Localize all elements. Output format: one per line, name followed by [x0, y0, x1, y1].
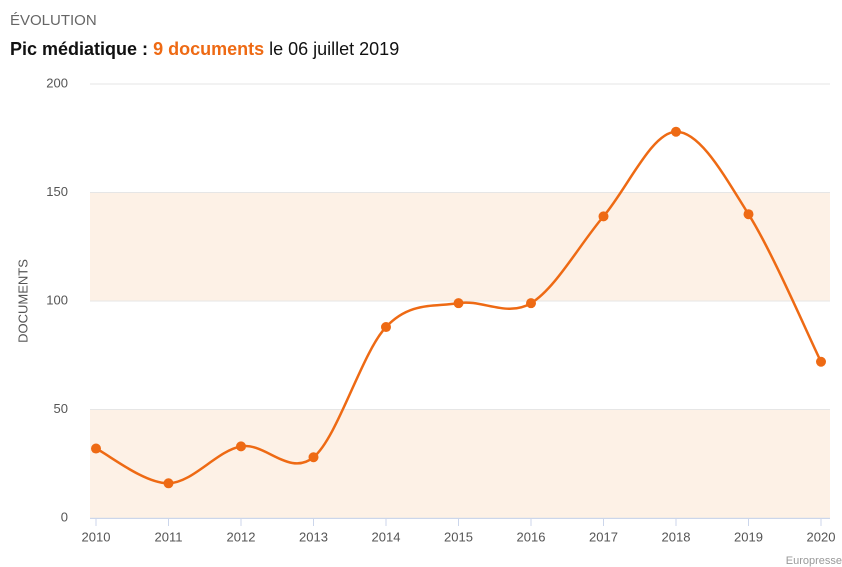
kicker: ÉVOLUTION [10, 12, 97, 29]
x-tick-label: 2010 [82, 529, 111, 544]
point [671, 126, 681, 137]
x-tick-label: 2019 [734, 529, 763, 544]
y-tick-label: 50 [54, 401, 68, 416]
line [95, 130, 823, 485]
x-tick-label: 2013 [299, 529, 328, 544]
subtitle-prefix: Pic médiatique : [10, 39, 149, 59]
x-tick-label: 2015 [444, 529, 473, 544]
y-tick-label: 200 [46, 75, 68, 90]
y-axis-label: DOCUMENTS [15, 259, 30, 343]
point [91, 443, 101, 454]
point [236, 441, 246, 452]
point [743, 209, 754, 220]
header: ÉVOLUTION Pic médiatique : 9 documents l… [10, 12, 399, 60]
point [598, 211, 609, 222]
point [163, 478, 174, 489]
y-tick-label: 150 [46, 184, 68, 199]
x-tick-label: 2018 [662, 529, 691, 544]
credit: Europresse [786, 555, 842, 567]
x-tick-label: 2016 [517, 529, 546, 544]
point [816, 356, 826, 367]
x-tick-label: 2020 [807, 529, 836, 544]
point [453, 298, 464, 309]
plot-band [90, 192, 830, 301]
plot-band [90, 409, 830, 518]
point [308, 452, 319, 463]
x-tick-label: 2012 [227, 529, 256, 544]
point [526, 298, 536, 309]
subtitle: Pic médiatique : 9 documents le 06 juill… [10, 39, 399, 60]
y-tick-label: 0 [61, 509, 68, 524]
subtitle-highlight: 9 documents [153, 39, 265, 59]
point [381, 322, 391, 333]
y-tick-label: 100 [46, 292, 68, 307]
subtitle-suffix: le 06 juillet 2019 [269, 39, 400, 59]
x-tick-label: 2014 [372, 529, 401, 544]
x-tick-label: 2011 [155, 529, 183, 544]
x-tick-label: 2017 [589, 529, 618, 544]
